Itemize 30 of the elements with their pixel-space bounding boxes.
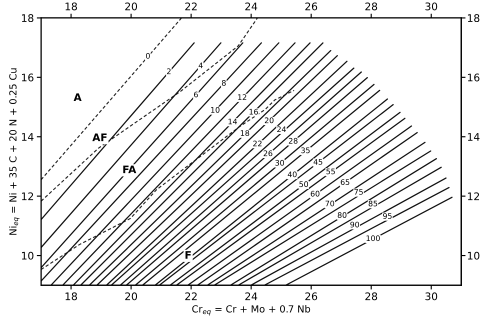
x2-tick-label: 24 <box>245 2 258 10</box>
x-tick-label: 18 <box>66 292 77 300</box>
x-axis-title: Cr$_{eq}$ = Cr + Mo + 0.7 Nb <box>192 305 310 316</box>
y-tick-label: 16 <box>22 74 34 82</box>
y-tick-label: 12 <box>22 192 34 200</box>
x2-tick-label: 20 <box>125 2 138 10</box>
y2-tick-label: 12 <box>468 192 480 200</box>
annotation: AF <box>92 134 107 142</box>
x-tick-label: 26 <box>305 292 318 300</box>
x-tick-label: 28 <box>365 292 378 300</box>
x2-tick-label: 28 <box>365 2 378 10</box>
x-tick-label: 22 <box>185 292 197 300</box>
annotation: A <box>74 93 82 101</box>
x-tick-label: 30 <box>425 292 438 300</box>
x-tick-label: 24 <box>245 292 258 300</box>
y2-tick-label: 14 <box>468 133 480 141</box>
annotation: F <box>186 251 191 259</box>
y-tick-label: 18 <box>22 14 34 22</box>
y-tick-label: 10 <box>22 252 34 260</box>
x2-tick-label: 26 <box>305 2 318 10</box>
y-tick-label: 14 <box>22 133 34 141</box>
x2-tick-label: 22 <box>185 2 197 10</box>
y2-tick-label: 10 <box>468 252 480 260</box>
x2-tick-label: 18 <box>66 2 77 10</box>
y2-tick-label: 16 <box>468 74 480 82</box>
x-tick-label: 20 <box>125 292 138 300</box>
annotation: FA <box>123 166 136 174</box>
x2-tick-label: 30 <box>425 2 438 10</box>
y2-tick-label: 18 <box>468 14 480 22</box>
y-axis-title: Ni$_{eq}$ = Ni + 35 C + 20 N + 0.25 Cu <box>9 68 20 235</box>
